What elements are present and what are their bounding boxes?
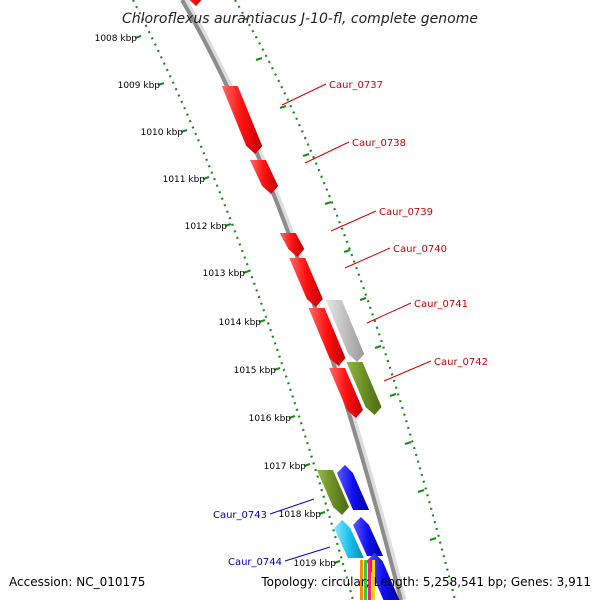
gene-strip [368, 560, 371, 600]
gene-labels: Caur_0737 Caur_0738 Caur_0739 Caur_0740 Caur… [213, 80, 488, 568]
ruler-tick-mark [224, 222, 232, 228]
gene-strip [372, 560, 375, 600]
ruler-tick-mark [389, 392, 397, 398]
gene-leader-line [304, 141, 350, 164]
gene-leader-line [269, 498, 315, 515]
gene-leader-line [330, 210, 377, 232]
ruler-tick-label: 1018 kbp [279, 510, 322, 520]
ruler-tick-label: 1016 kbp [249, 414, 292, 424]
gene-arrow-caur-0742 [346, 362, 382, 415]
gene-features [189, 0, 400, 600]
ruler-tick-mark [180, 128, 188, 134]
gene-arrow-red-lower [329, 368, 363, 418]
gene-arrow-caur-0740b [308, 308, 346, 366]
ruler-tick-label: 1014 kbp [219, 318, 262, 328]
genome-summary-text: Topology: circular; Length: 5,258,541 bp… [260, 575, 591, 589]
ruler-tick-label: 1013 kbp [203, 269, 246, 279]
ruler-tick-mark [324, 200, 332, 206]
ruler-tick-mark [242, 269, 250, 275]
gene-label-caur-0742[interactable]: Caur_0742 [434, 357, 488, 368]
gene-arrow-caur-0740 [289, 258, 323, 307]
ruler-tick-mark [343, 248, 351, 254]
gene-label-caur-0744[interactable]: Caur_0744 [228, 557, 282, 568]
gene-label-caur-0740[interactable]: Caur_0740 [393, 244, 447, 255]
ruler-tick-mark [374, 344, 382, 350]
ruler-tick-mark [429, 536, 437, 542]
ruler-tick-label: 1019 kbp [294, 559, 337, 569]
gene-leader-line [366, 302, 412, 324]
ruler-tick-mark [404, 440, 412, 446]
gene-arrow-caur-0737 [221, 86, 263, 154]
genome-title: Chloroflexus aurantiacus J-10-fl, comple… [122, 11, 478, 27]
ruler-tick-mark [303, 462, 311, 468]
ruler-tick-mark [255, 56, 263, 62]
gene-label-caur-0743[interactable]: Caur_0743 [213, 510, 267, 521]
gene-arrow-caur-0743 [336, 465, 370, 510]
gene-label-caur-0737[interactable]: Caur_0737 [329, 80, 383, 91]
gene-leader-line [383, 360, 432, 382]
gene-label-caur-0741[interactable]: Caur_0741 [414, 299, 468, 310]
gene-arrow-caur-0738 [249, 160, 279, 194]
gene-leader-line [284, 546, 331, 562]
gene-arrow-caur-0739 [279, 233, 305, 257]
ruler-tick-mark [157, 81, 165, 87]
ruler-tick-mark [333, 559, 341, 565]
ruler-tick-mark [302, 152, 310, 158]
ruler-tick-label: 1011 kbp [163, 175, 206, 185]
accession-text: Accession: NC_010175 [9, 575, 145, 589]
ruler-tick-mark [202, 175, 210, 181]
ruler-ticks: 1008 kbp 1009 kbp 1010 kbp 1011 kbp 1012 kbp… [95, 34, 437, 569]
ruler-tick-label: 1009 kbp [118, 81, 161, 91]
ruler-tick-label: 1008 kbp [95, 34, 138, 44]
gene-strip [360, 560, 363, 600]
ruler-tick-label: 1012 kbp [185, 222, 228, 232]
ruler-tick-mark [279, 104, 287, 110]
gene-label-caur-0738[interactable]: Caur_0738 [352, 138, 406, 149]
ruler-tick-mark [134, 34, 142, 40]
gene-arrow-offscreen-top [189, 0, 202, 6]
ruler-tick-mark [359, 296, 367, 302]
gene-arrow-caur-0744 [334, 520, 364, 558]
ruler-tick-mark [318, 510, 326, 516]
ruler-tick-mark [288, 414, 296, 420]
ruler-tick-label: 1010 kbp [141, 128, 184, 138]
gene-arrow-olive-lower [316, 470, 350, 515]
ruler-tick-label: 1015 kbp [234, 366, 277, 376]
ruler-tick-mark [273, 366, 281, 372]
ruler-tick-mark [417, 488, 425, 494]
gene-arrow-blue-lower [352, 517, 384, 556]
ruler-tick-label: 1017 kbp [264, 462, 307, 472]
gene-leader-line [281, 83, 327, 106]
gene-leader-line [344, 247, 391, 269]
gene-strip [364, 560, 367, 600]
scale-ring-inner [132, 0, 355, 600]
ruler-tick-mark [258, 318, 266, 324]
gene-label-caur-0739[interactable]: Caur_0739 [379, 207, 433, 218]
gene-arrow-caur-0741 [325, 300, 365, 362]
